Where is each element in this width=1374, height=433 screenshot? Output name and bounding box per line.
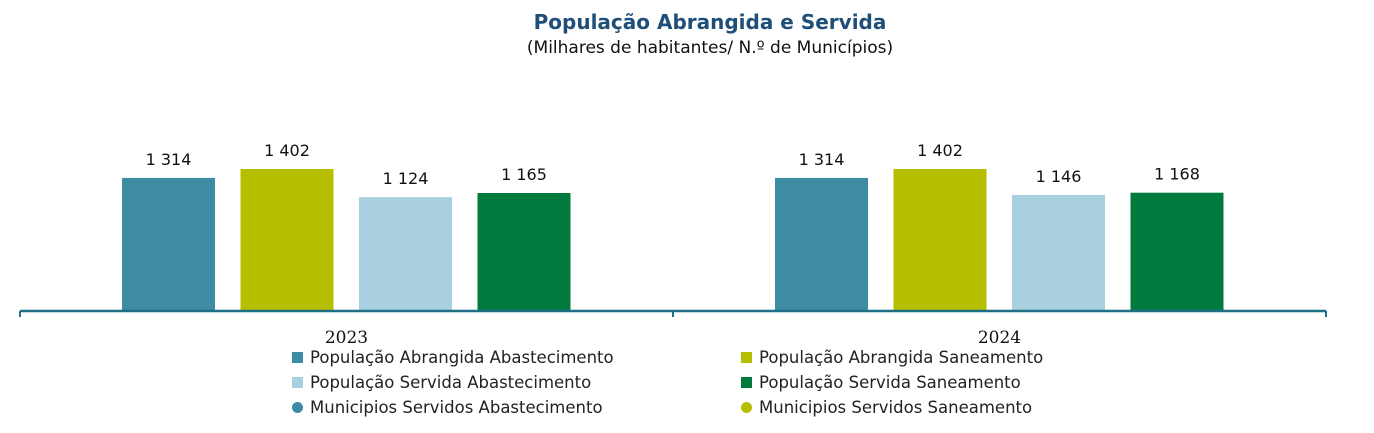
bar-2023-series-3 [359,197,452,311]
legend-item-2: População Abrangida Saneamento [741,348,1043,367]
data-label-2024-series-3: 1 146 [1036,167,1082,186]
data-label-2023-series-4: 1 165 [501,165,547,184]
bar-2024-series-2 [893,169,987,311]
bar-2024-series-4 [1130,192,1224,311]
data-label-2024-series-4: 1 168 [1154,165,1200,184]
data-label-2023-series-1: 1 314 [146,150,192,169]
legend-label: Municipios Servidos Saneamento [759,398,1033,417]
legend-label: População Abrangida Saneamento [759,348,1044,367]
chart-title: População Abrangida e Servida [533,10,887,34]
legend-label: População Servida Abastecimento [310,373,592,392]
legend-item-4: População Servida Saneamento [741,373,1021,392]
chart-subtitle: (Milhares de habitantes/ N.º de Municípi… [526,38,894,58]
legend-label: Municipios Servidos Abastecimento [310,398,603,417]
bar-2023-series-4 [477,193,571,311]
legend-item-5: Municipios Servidos Abastecimento [292,398,603,417]
legend-square-marker [741,352,752,363]
data-label-2024-series-2: 1 402 [917,141,963,160]
legend-square-marker [292,377,303,388]
bar-2023-series-1 [122,177,215,311]
legend-circle-marker [292,402,303,413]
legend-label: População Servida Saneamento [759,373,1021,392]
data-label-2023-series-2: 1 402 [264,141,310,160]
data-label-2024-series-1: 1 314 [799,150,845,169]
legend-square-marker [292,352,303,363]
legend-item-1: População Abrangida Abastecimento [292,348,614,367]
legend-item-6: Municipios Servidos Saneamento [741,398,1032,417]
data-label-2023-series-3: 1 124 [383,169,429,188]
bar-2023-series-2 [240,169,334,311]
bar-2024-series-1 [775,177,868,311]
legend-item-3: População Servida Abastecimento [292,373,591,392]
legend-square-marker [741,377,752,388]
x-tick-label-2024: 2024 [978,328,1021,348]
bar-2024-series-3 [1012,194,1105,311]
legend-circle-marker [741,402,752,413]
legend-label: População Abrangida Abastecimento [310,348,614,367]
x-tick-label-2023: 2023 [325,328,368,348]
